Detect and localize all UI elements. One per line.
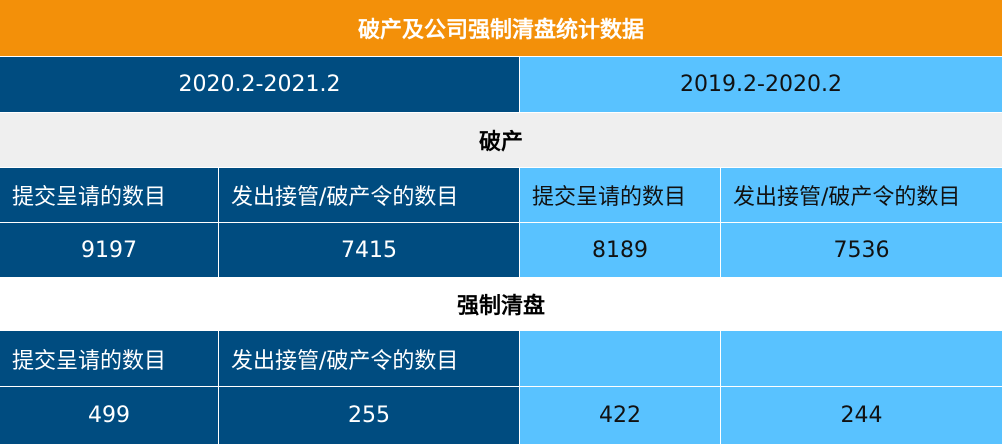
header-cell: 提交呈请的数目	[520, 168, 720, 222]
value-cell: 8189	[520, 223, 720, 277]
value-cell: 7536	[721, 223, 1002, 277]
value-cell: 9197	[0, 223, 218, 277]
period-previous: 2019.2-2020.2	[520, 57, 1002, 112]
section-bankruptcy: 破产	[0, 113, 1002, 167]
header-cell: 发出接管/破产令的数目	[219, 168, 519, 222]
header-cell: 提交呈请的数目	[0, 168, 218, 222]
section-liquidation: 强制清盘	[0, 278, 1002, 330]
period-current: 2020.2-2021.2	[0, 57, 519, 112]
header-cell: 发出接管/破产令的数目	[721, 168, 1002, 222]
header-cell: 发出接管/破产令的数目	[219, 331, 519, 386]
header-cell: 提交呈请的数目	[0, 331, 218, 386]
value-cell: 422	[520, 387, 720, 444]
value-cell: 244	[721, 387, 1002, 444]
value-cell: 7415	[219, 223, 519, 277]
header-cell	[520, 331, 720, 386]
table-title: 破产及公司强制清盘统计数据	[0, 0, 1002, 56]
header-cell	[721, 331, 1002, 386]
value-cell: 255	[219, 387, 519, 444]
value-cell: 499	[0, 387, 218, 444]
